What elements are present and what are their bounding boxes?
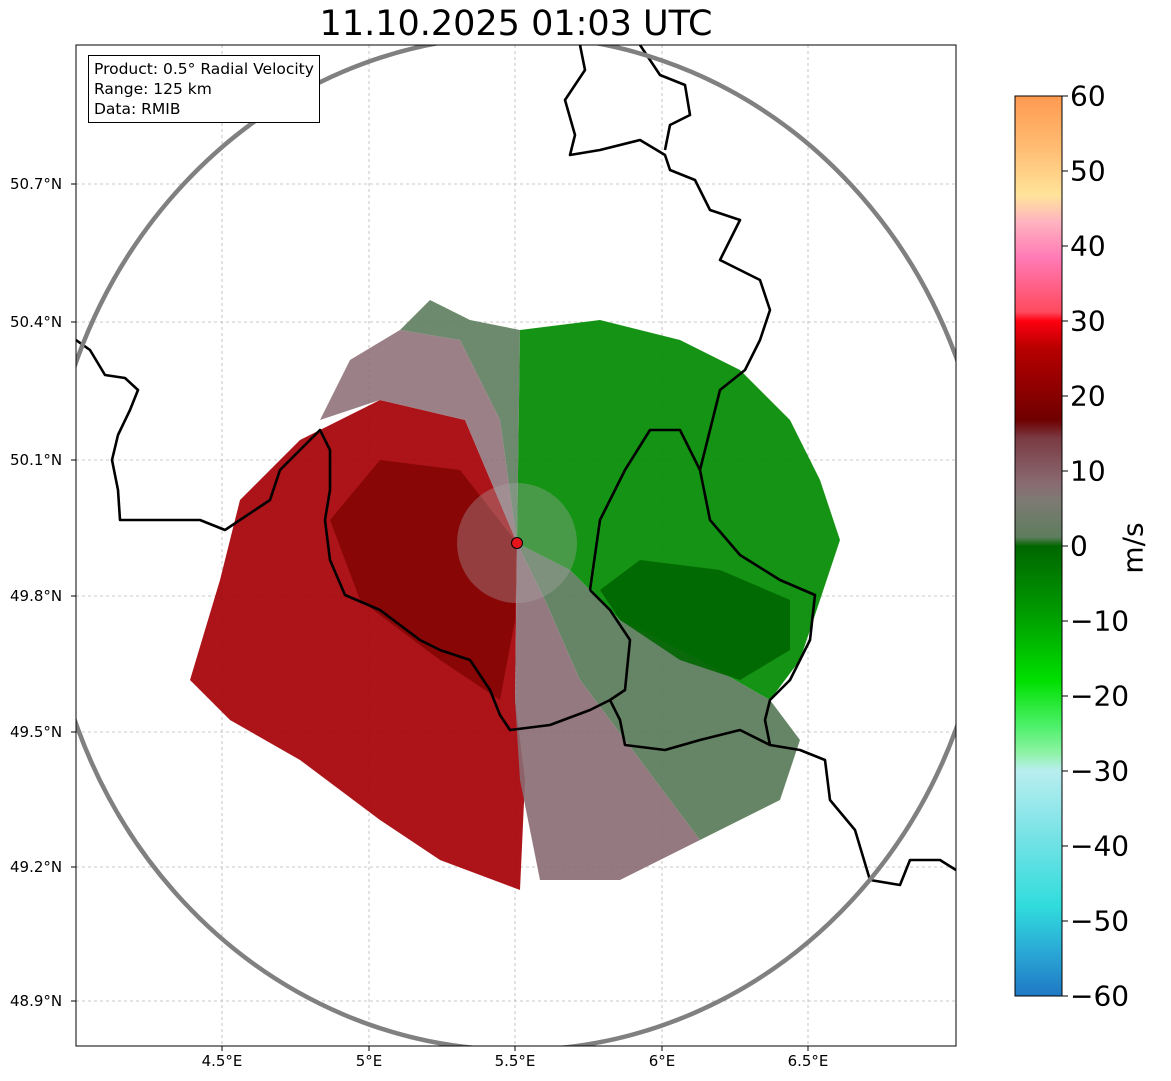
border-lux-west xyxy=(588,428,702,702)
lon-label: 4.5°E xyxy=(201,1052,243,1070)
colorbar-tick-label: −20 xyxy=(1070,679,1130,713)
colorbar-tick-label: 30 xyxy=(1070,304,1106,338)
lat-label: 49.2°N xyxy=(10,858,63,876)
velocity-outbound-dark xyxy=(330,460,517,700)
map-frame xyxy=(75,44,957,1047)
border-west xyxy=(76,338,611,732)
lon-label: 5°E xyxy=(355,1052,383,1070)
colorbar-tick-label: −40 xyxy=(1070,829,1130,863)
velocity-inbound-dark xyxy=(600,560,790,680)
colorbar-tick-label: −50 xyxy=(1070,904,1130,938)
border-lux xyxy=(608,699,771,752)
colorbar-ticks xyxy=(1062,95,1068,997)
country-borders xyxy=(76,45,956,887)
lon-label: 6°E xyxy=(648,1052,676,1070)
lat-label: 50.4°N xyxy=(10,313,63,331)
axis-ticks xyxy=(71,183,809,1051)
lat-label: 50.7°N xyxy=(10,175,63,193)
lat-label: 48.9°N xyxy=(10,992,63,1010)
info-range: Range: 125 km xyxy=(94,80,212,98)
colorbar-units-label: m/s xyxy=(1116,522,1150,574)
velocity-inbound-weak-north xyxy=(400,300,520,543)
colorbar-tick-label: 20 xyxy=(1070,379,1106,413)
info-data-source: Data: RMIB xyxy=(94,100,181,118)
radar-site-marker xyxy=(511,537,523,549)
colorbar xyxy=(1014,95,1063,997)
lat-label: 49.8°N xyxy=(10,587,63,605)
colorbar-tick-label: 50 xyxy=(1070,154,1106,188)
lon-label: 5.5°E xyxy=(494,1052,536,1070)
product-info-box: Product: 0.5° Radial Velocity Range: 125… xyxy=(88,55,320,123)
info-product: Product: 0.5° Radial Velocity xyxy=(94,60,314,78)
border-north-east xyxy=(563,45,956,887)
lat-label: 50.1°N xyxy=(10,451,63,469)
velocity-outbound-weak xyxy=(515,543,700,880)
colorbar-tick-label: −30 xyxy=(1070,754,1130,788)
velocity-inbound-weak-south xyxy=(517,543,800,840)
velocity-field xyxy=(190,300,840,890)
colorbar-tick-label: 60 xyxy=(1070,79,1106,113)
lat-label: 49.5°N xyxy=(10,723,63,741)
colorbar-tick-label: −10 xyxy=(1070,604,1130,638)
colorbar-tick-label: −60 xyxy=(1070,979,1130,1013)
colorbar-tick-label: 0 xyxy=(1070,529,1088,563)
colorbar-tick-label: 40 xyxy=(1070,229,1106,263)
map-title: 11.10.2025 01:03 UTC xyxy=(319,4,713,44)
border-north-east-upper xyxy=(638,45,692,151)
lon-label: 6.5°E xyxy=(787,1052,829,1070)
colorbar-tick-label: 10 xyxy=(1070,454,1106,488)
velocity-outbound-weak-north xyxy=(320,330,517,543)
